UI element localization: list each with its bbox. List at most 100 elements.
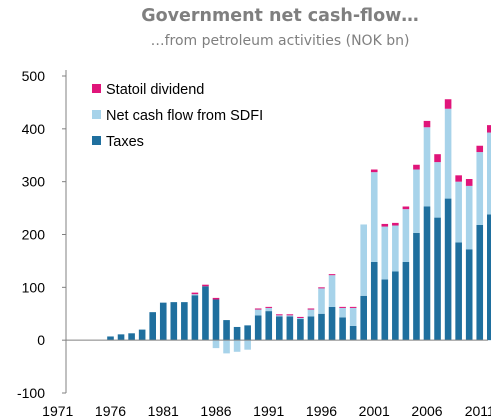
bar-1983-series-0	[181, 302, 188, 341]
bar-1995-series-1	[307, 309, 315, 317]
y-tick-label: 100	[22, 279, 46, 295]
x-tick-label: 1971	[42, 403, 73, 419]
bar-2011-series-1	[476, 152, 484, 225]
bar-2001-series-0	[370, 261, 378, 341]
x-tick-label: 1991	[253, 403, 284, 419]
bar-2003-series-1	[392, 225, 399, 272]
bar-1986-series-0	[212, 299, 220, 341]
bar-1998-series-0	[339, 317, 346, 341]
bar-2000-series-0	[360, 295, 367, 341]
bar-2007-series-1	[434, 162, 441, 218]
bar-2006-series-2	[423, 120, 431, 128]
legend-swatch	[92, 136, 101, 145]
bar-1999-series-0	[349, 325, 357, 341]
bar-1998-series-2	[339, 306, 346, 308]
bar-2009-series-1	[455, 181, 462, 243]
bar-1977-series-0	[117, 334, 125, 341]
y-tick-label: 500	[22, 68, 46, 84]
bar-2008-series-0	[444, 198, 452, 341]
bar-1997-series-0	[328, 306, 336, 341]
legend-label: Statoil dividend	[106, 82, 204, 98]
bar-1984-series-0	[191, 295, 199, 341]
bar-1984-series-2	[191, 292, 199, 295]
x-tick-label: 1996	[306, 403, 337, 419]
bar-1996-series-0	[318, 313, 325, 341]
bar-1993-series-2	[286, 314, 294, 316]
bar-2007-series-0	[434, 217, 441, 341]
bar-1994-series-0	[297, 319, 304, 341]
bar-1999-series-2	[349, 306, 357, 308]
bar-2001-series-1	[370, 172, 378, 262]
bar-1980-series-0	[149, 312, 156, 341]
bar-1995-series-0	[307, 316, 315, 341]
bar-2002-series-1	[381, 226, 389, 280]
bar-2003-series-2	[392, 222, 399, 226]
bar-2010-series-1	[465, 185, 473, 250]
bar-1976-series-0	[107, 336, 114, 341]
bar-2005-series-0	[413, 232, 420, 341]
bar-2003-series-0	[392, 271, 399, 341]
bar-1996-series-2	[318, 287, 325, 289]
bar-1990-series-2	[254, 308, 262, 310]
bar-2002-series-2	[381, 223, 389, 227]
y-tick-label: -100	[17, 385, 45, 401]
y-tick-label: 0	[37, 332, 45, 348]
bar-1986-series-1	[212, 340, 220, 349]
bar-1992-series-2	[276, 314, 283, 316]
bar-2000-series-1	[360, 224, 367, 296]
bar-2012-series-1	[487, 132, 491, 215]
bar-1987-series-0	[223, 320, 230, 341]
bar-1982-series-0	[170, 302, 178, 341]
bar-1988-series-1	[233, 340, 241, 352]
chart-title: Government net cash-flow…	[141, 6, 419, 26]
legend-swatch	[92, 84, 101, 93]
y-tick-label: 300	[22, 174, 46, 190]
bar-2012-series-2	[487, 125, 491, 133]
bar-2006-series-1	[423, 127, 431, 207]
bar-1997-series-2	[328, 274, 336, 276]
bar-1993-series-1	[286, 315, 294, 317]
x-tick-label: 2006	[411, 403, 442, 419]
bar-2009-series-2	[455, 175, 462, 182]
axes-group: -100 0 100 200 300 400 500 1971 1976 1981 1986 1991…	[17, 68, 491, 419]
bar-1988-series-0	[233, 326, 241, 341]
bar-2001-series-2	[370, 169, 378, 173]
bar-1997-series-1	[328, 275, 336, 307]
bar-2008-series-1	[444, 108, 452, 199]
bar-2005-series-1	[413, 169, 420, 233]
bar-1993-series-0	[286, 316, 294, 341]
bar-2008-series-2	[444, 99, 452, 109]
legend-label: Net cash flow from SDFI	[106, 108, 263, 124]
bar-1989-series-1	[244, 340, 251, 350]
legend: Statoil dividend Net cash flow from SDFI T…	[92, 82, 263, 150]
bar-1978-series-0	[128, 333, 135, 341]
bar-2004-series-1	[402, 209, 410, 262]
bar-2004-series-2	[402, 206, 410, 210]
bar-1992-series-0	[276, 316, 283, 341]
bar-1994-series-2	[297, 316, 304, 318]
bar-1987-series-1	[223, 340, 230, 354]
legend-label: Taxes	[106, 134, 144, 150]
bar-1981-series-0	[159, 302, 167, 341]
x-tick-label: 2011	[465, 403, 491, 419]
bar-2004-series-0	[402, 261, 410, 341]
bars-group	[107, 99, 491, 354]
y-tick-label: 400	[22, 121, 46, 137]
bar-2010-series-0	[465, 249, 473, 341]
chart-subtitle: …from petroleum activities (NOK bn)	[150, 33, 410, 49]
bar-1992-series-1	[276, 315, 283, 317]
bar-2006-series-0	[423, 206, 431, 341]
bar-1990-series-1	[254, 309, 262, 316]
bar-1995-series-2	[307, 308, 315, 310]
bar-2009-series-0	[455, 242, 462, 341]
bar-2002-series-0	[381, 279, 389, 341]
bar-1998-series-1	[339, 307, 346, 318]
bar-1999-series-1	[349, 307, 357, 326]
bar-2007-series-2	[434, 154, 441, 163]
bar-2010-series-2	[465, 179, 473, 186]
x-tick-label: 1976	[95, 403, 126, 419]
x-tick-label: 1986	[200, 403, 231, 419]
bar-1991-series-2	[265, 306, 273, 308]
bar-1991-series-1	[265, 307, 273, 312]
bar-1979-series-0	[138, 329, 146, 341]
